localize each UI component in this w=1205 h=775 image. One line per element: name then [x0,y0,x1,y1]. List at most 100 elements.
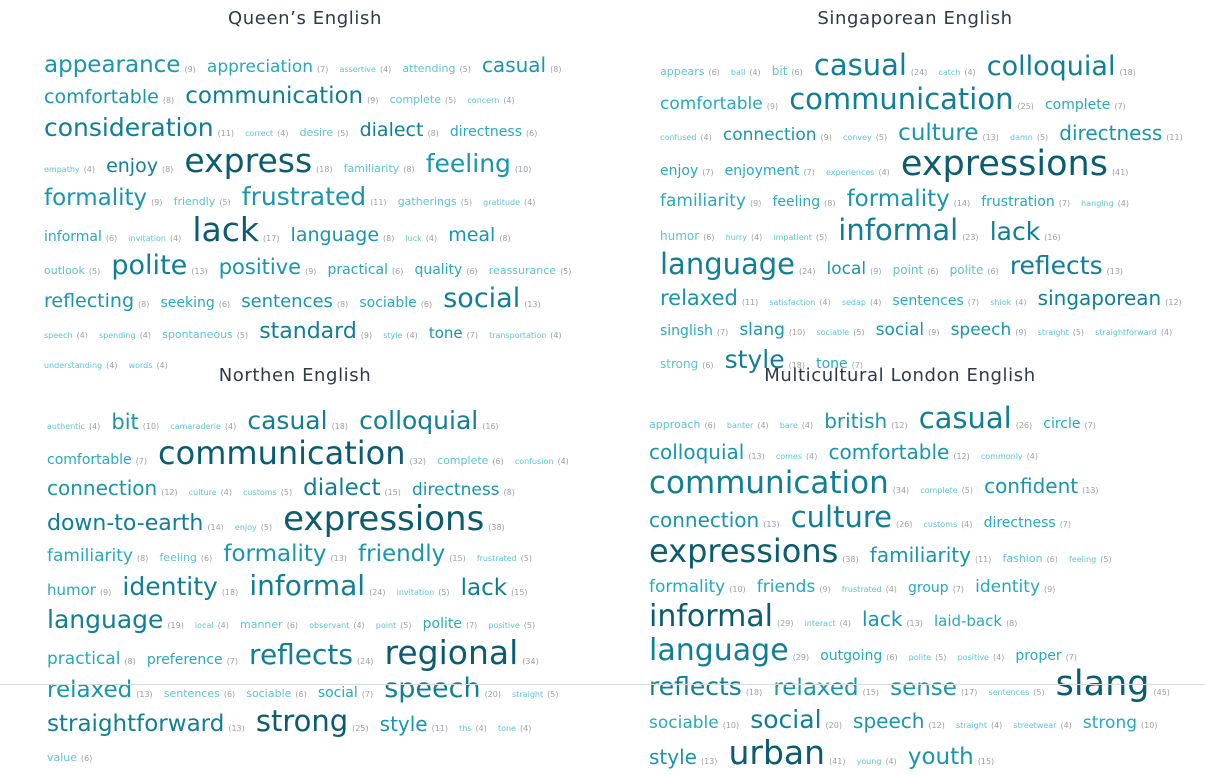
word-entry: familiarity (8) [344,157,415,176]
word-text: colloquial [649,440,745,464]
word-text: lack [460,575,508,601]
word-entry: assertive (4) [339,57,391,76]
word-entry: sense (17) [890,675,977,701]
word-entry: humor (6) [660,225,715,244]
word-entry: complete (5) [390,88,457,107]
word-entry: bit (10) [111,410,159,434]
word-count: (7) [1084,421,1096,430]
word-entry: friendly (15) [358,541,466,567]
word-count: (8) [427,129,439,138]
word-text: young [856,757,882,766]
word-text: meal [448,224,496,246]
word-count: (9) [360,331,373,340]
word-text: comfortable [660,94,763,114]
word-text: group [908,580,949,596]
word-text: dialect [359,119,424,141]
word-entry: polite (13) [111,252,207,279]
word-count: (5) [1036,133,1049,142]
word-count: (4) [139,331,152,340]
word-text: expressions [283,499,485,539]
word-text: confusion [514,457,554,466]
word-entry: preference (7) [147,649,238,668]
word-entry: friends (9) [757,577,831,597]
word-count: (7) [465,621,478,630]
word-entry: social (13) [443,285,540,312]
word-entry: understanding (4) [44,353,118,372]
word-count: (4) [992,653,1005,662]
word-count: (18) [745,688,763,697]
word-entry: approach (6) [649,413,716,432]
word-entry: expressions (41) [901,147,1128,182]
word-text: reflecting [44,290,135,312]
word-text: practical [47,649,121,669]
word-text: familiarity [343,162,400,175]
word-entry: confusion (4) [515,449,569,468]
word-count: (5) [1033,688,1045,697]
word-entry: appearance (9) [44,52,196,78]
word-count: (6) [492,457,504,466]
word-count: (12) [161,488,178,497]
word-entry: gatherings (5) [398,190,472,209]
word-text: sociable [246,687,292,700]
word-entry: style (11) [380,712,448,736]
word-cloud: appears (6) ball (4) bit (6) casual (24) cat… [660,51,1190,379]
word-text: positive [488,621,520,630]
word-count: (9) [766,102,779,111]
word-entry: damn (5) [1010,125,1048,144]
word-text: singaporean [1037,286,1162,310]
word-text: appreciation [206,57,314,77]
word-entry: comfortable (8) [44,86,174,108]
word-count: (17) [263,234,280,243]
word-text: proper [1015,648,1062,664]
word-count: (7) [226,657,238,666]
word-text: culture [898,120,979,146]
word-text: formality [649,577,726,597]
word-text: colloquial [986,51,1116,82]
word-entry: appears (6) [660,60,720,79]
word-count: (18) [331,422,348,431]
word-text: feeling [1069,555,1097,564]
word-entry: casual (24) [814,51,927,80]
word-entry: luck (4) [405,226,437,245]
word-count: (4) [964,68,976,77]
word-text: style [383,331,403,340]
word-text: customs [243,488,277,497]
word-text: formality [846,186,950,212]
word-count: (32) [409,457,426,466]
word-entry: appreciation (7) [206,57,328,77]
word-entry: speech (9) [951,320,1027,340]
word-count: (4) [550,331,562,340]
word-count: (13) [330,554,347,563]
word-text: polite [949,263,984,277]
word-entry: desire (5) [300,121,349,140]
word-text: ths [459,724,472,733]
word-count: (8) [137,554,149,563]
word-entry: casual (18) [247,407,348,434]
word-text: banter [726,421,754,430]
word-entry: customs (4) [924,512,973,531]
word-text: words [128,361,153,370]
word-text: frustrated [241,182,367,211]
word-count: (4) [885,757,897,766]
word-entry: commonly (4) [981,444,1038,463]
word-count: (7) [361,690,374,699]
word-count: (4) [806,452,818,461]
word-entry: directness (8) [412,480,515,500]
word-count: (34) [892,486,910,495]
word-text: language [649,633,789,668]
word-entry: complete (5) [920,478,973,497]
word-entry: proper (7) [1015,645,1077,664]
word-count: (8) [403,165,415,174]
word-text: connection [47,476,158,500]
word-entry: meal (8) [448,224,510,246]
word-text: sentences [163,687,220,700]
word-text: straightforward [47,711,225,737]
word-text: strong [255,704,349,738]
word-entry: regional (34) [385,636,539,669]
word-count: (6) [702,361,714,370]
word-text: complete [437,454,489,467]
word-text: gatherings [397,195,457,208]
word-text: comfortable [44,86,159,108]
word-text: understanding [44,361,103,370]
word-count: (4) [217,621,229,630]
